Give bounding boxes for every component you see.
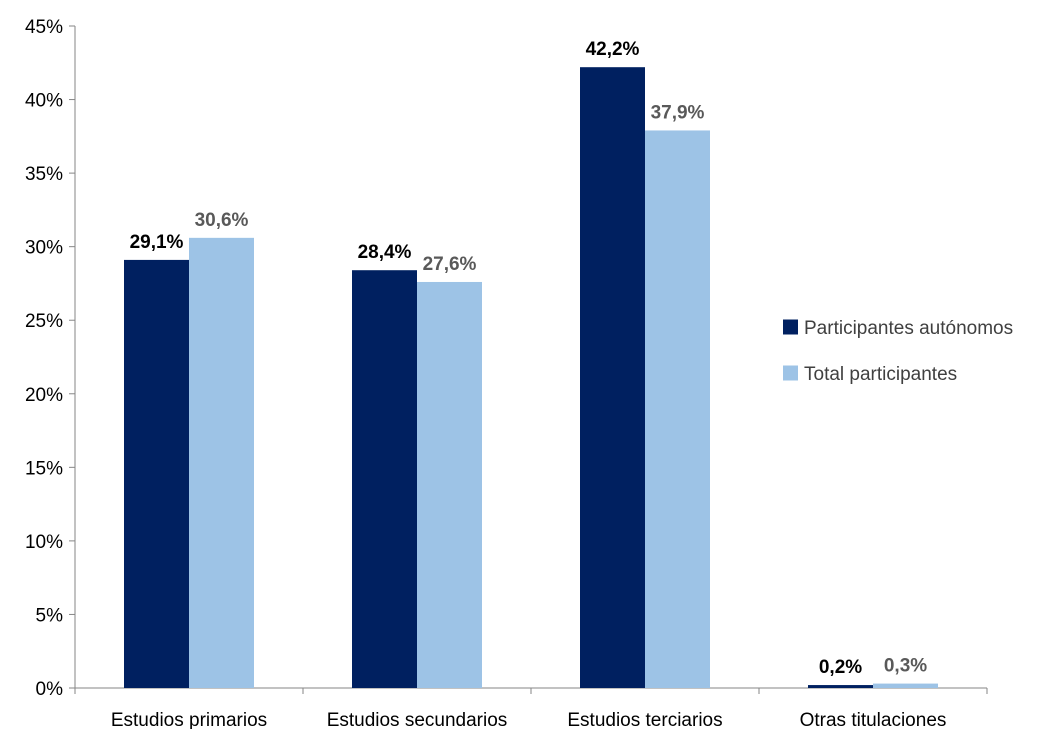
data-label: 0,2% (819, 657, 862, 678)
data-label: 0,3% (884, 656, 927, 677)
data-label: 28,4% (358, 242, 412, 263)
bar-participantes-autonomos (808, 685, 873, 688)
y-tick-label: 15% (25, 458, 63, 479)
bar-participantes-autonomos (124, 259, 189, 688)
legend-label: Total participantes (804, 364, 957, 385)
y-tick-label: 45% (25, 17, 63, 38)
y-tick-label: 25% (25, 311, 63, 332)
data-label: 42,2% (586, 39, 640, 60)
y-axis: 0% 5% 10% 15% 20% 25% 30% 35% 40% 45% (25, 17, 76, 700)
x-category-label: Otras titulaciones (800, 710, 947, 729)
x-category-label: Estudios secundarios (327, 710, 508, 729)
data-label: 30,6% (195, 210, 249, 231)
y-tick-label: 30% (25, 238, 63, 259)
bar-total-participantes (189, 237, 254, 688)
bar-total-participantes (873, 683, 938, 688)
bar-participantes-autonomos (580, 67, 645, 689)
x-axis: Estudios primarios Estudios secundarios Es… (74, 687, 988, 731)
x-category-label: Estudios primarios (111, 710, 267, 729)
x-category-label: Estudios terciarios (567, 710, 722, 729)
y-tick-label: 10% (25, 532, 63, 553)
data-label: 37,9% (651, 102, 705, 123)
data-label: 29,1% (130, 232, 184, 253)
bar-participantes-autonomos (352, 270, 417, 688)
y-tick-label: 20% (25, 385, 63, 406)
bar-total-participantes (645, 130, 710, 689)
y-tick-label: 35% (25, 164, 63, 185)
legend-swatch (783, 365, 798, 381)
y-tick-label: 5% (36, 605, 64, 626)
legend-label: Participantes autónomos (804, 318, 1013, 339)
legend-swatch (783, 319, 798, 335)
bar-total-participantes (417, 281, 482, 688)
y-tick-label: 40% (25, 91, 63, 112)
data-labels: 29,1% 28,4% 42,2% 0,2% 30,6% 27,6% 37,9% 0,3% (130, 39, 928, 678)
bars (124, 67, 938, 689)
legend: Participantes autónomos Total participant… (783, 318, 1013, 385)
data-label: 27,6% (423, 254, 477, 275)
y-tick-label: 0% (36, 679, 64, 700)
